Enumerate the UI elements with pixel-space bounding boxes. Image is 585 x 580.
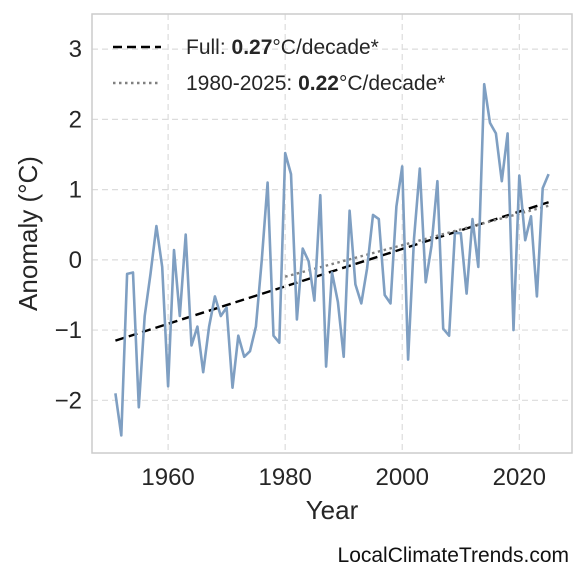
plot-frame — [91, 13, 573, 454]
x-tick-labels: 1960 1980 2000 2020 — [141, 464, 546, 491]
y-tick-label: 0 — [69, 247, 82, 274]
x-tick-label: 2020 — [493, 464, 546, 491]
x-tick-label: 2000 — [376, 464, 429, 491]
legend-entry: 1980-2025: 0.22°C/decade* — [186, 72, 445, 95]
y-tick-label: 2 — [69, 106, 82, 133]
y-tick-labels: 3 2 1 0 −1 −2 — [55, 36, 82, 414]
y-tick-label: 3 — [69, 36, 82, 63]
y-tick-label: 1 — [69, 177, 82, 204]
grid-lines — [92, 14, 572, 453]
watermark-text: LocalClimateTrends.com — [337, 544, 569, 567]
y-axis-label: Anomaly (°C) — [13, 156, 43, 311]
y-tick-label: −1 — [55, 317, 82, 344]
legend: Full: 0.27°C/decade* 1980-2025: 0.22°C/de… — [113, 36, 445, 95]
x-tick-label: 1960 — [141, 464, 194, 491]
x-axis-label: Year — [306, 495, 359, 525]
y-tick-label: −2 — [55, 387, 82, 414]
series-line — [114, 82, 550, 437]
x-tick-label: 1980 — [258, 464, 311, 491]
legend-entry: Full: 0.27°C/decade* — [186, 36, 379, 59]
series-lines — [114, 82, 550, 437]
